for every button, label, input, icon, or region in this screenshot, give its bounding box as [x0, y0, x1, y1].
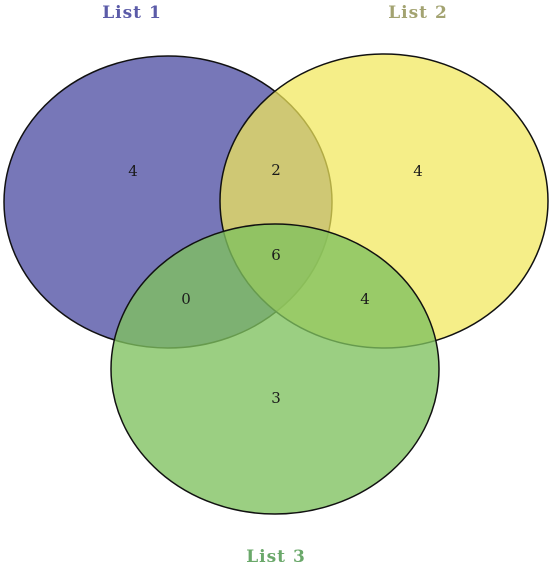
set-label-list2: List 2 [388, 3, 448, 23]
count-list2-only: 4 [413, 162, 423, 180]
set-label-list3: List 3 [246, 547, 306, 567]
count-list2-list3: 4 [360, 290, 370, 308]
count-list1-list2: 2 [271, 161, 281, 179]
set-label-list1: List 1 [102, 3, 162, 23]
count-list3-only: 3 [271, 389, 281, 407]
circle-list3 [110, 223, 440, 515]
count-list1-list3: 0 [181, 290, 191, 308]
count-list1-only: 4 [128, 162, 138, 180]
count-all-three: 6 [271, 246, 281, 264]
